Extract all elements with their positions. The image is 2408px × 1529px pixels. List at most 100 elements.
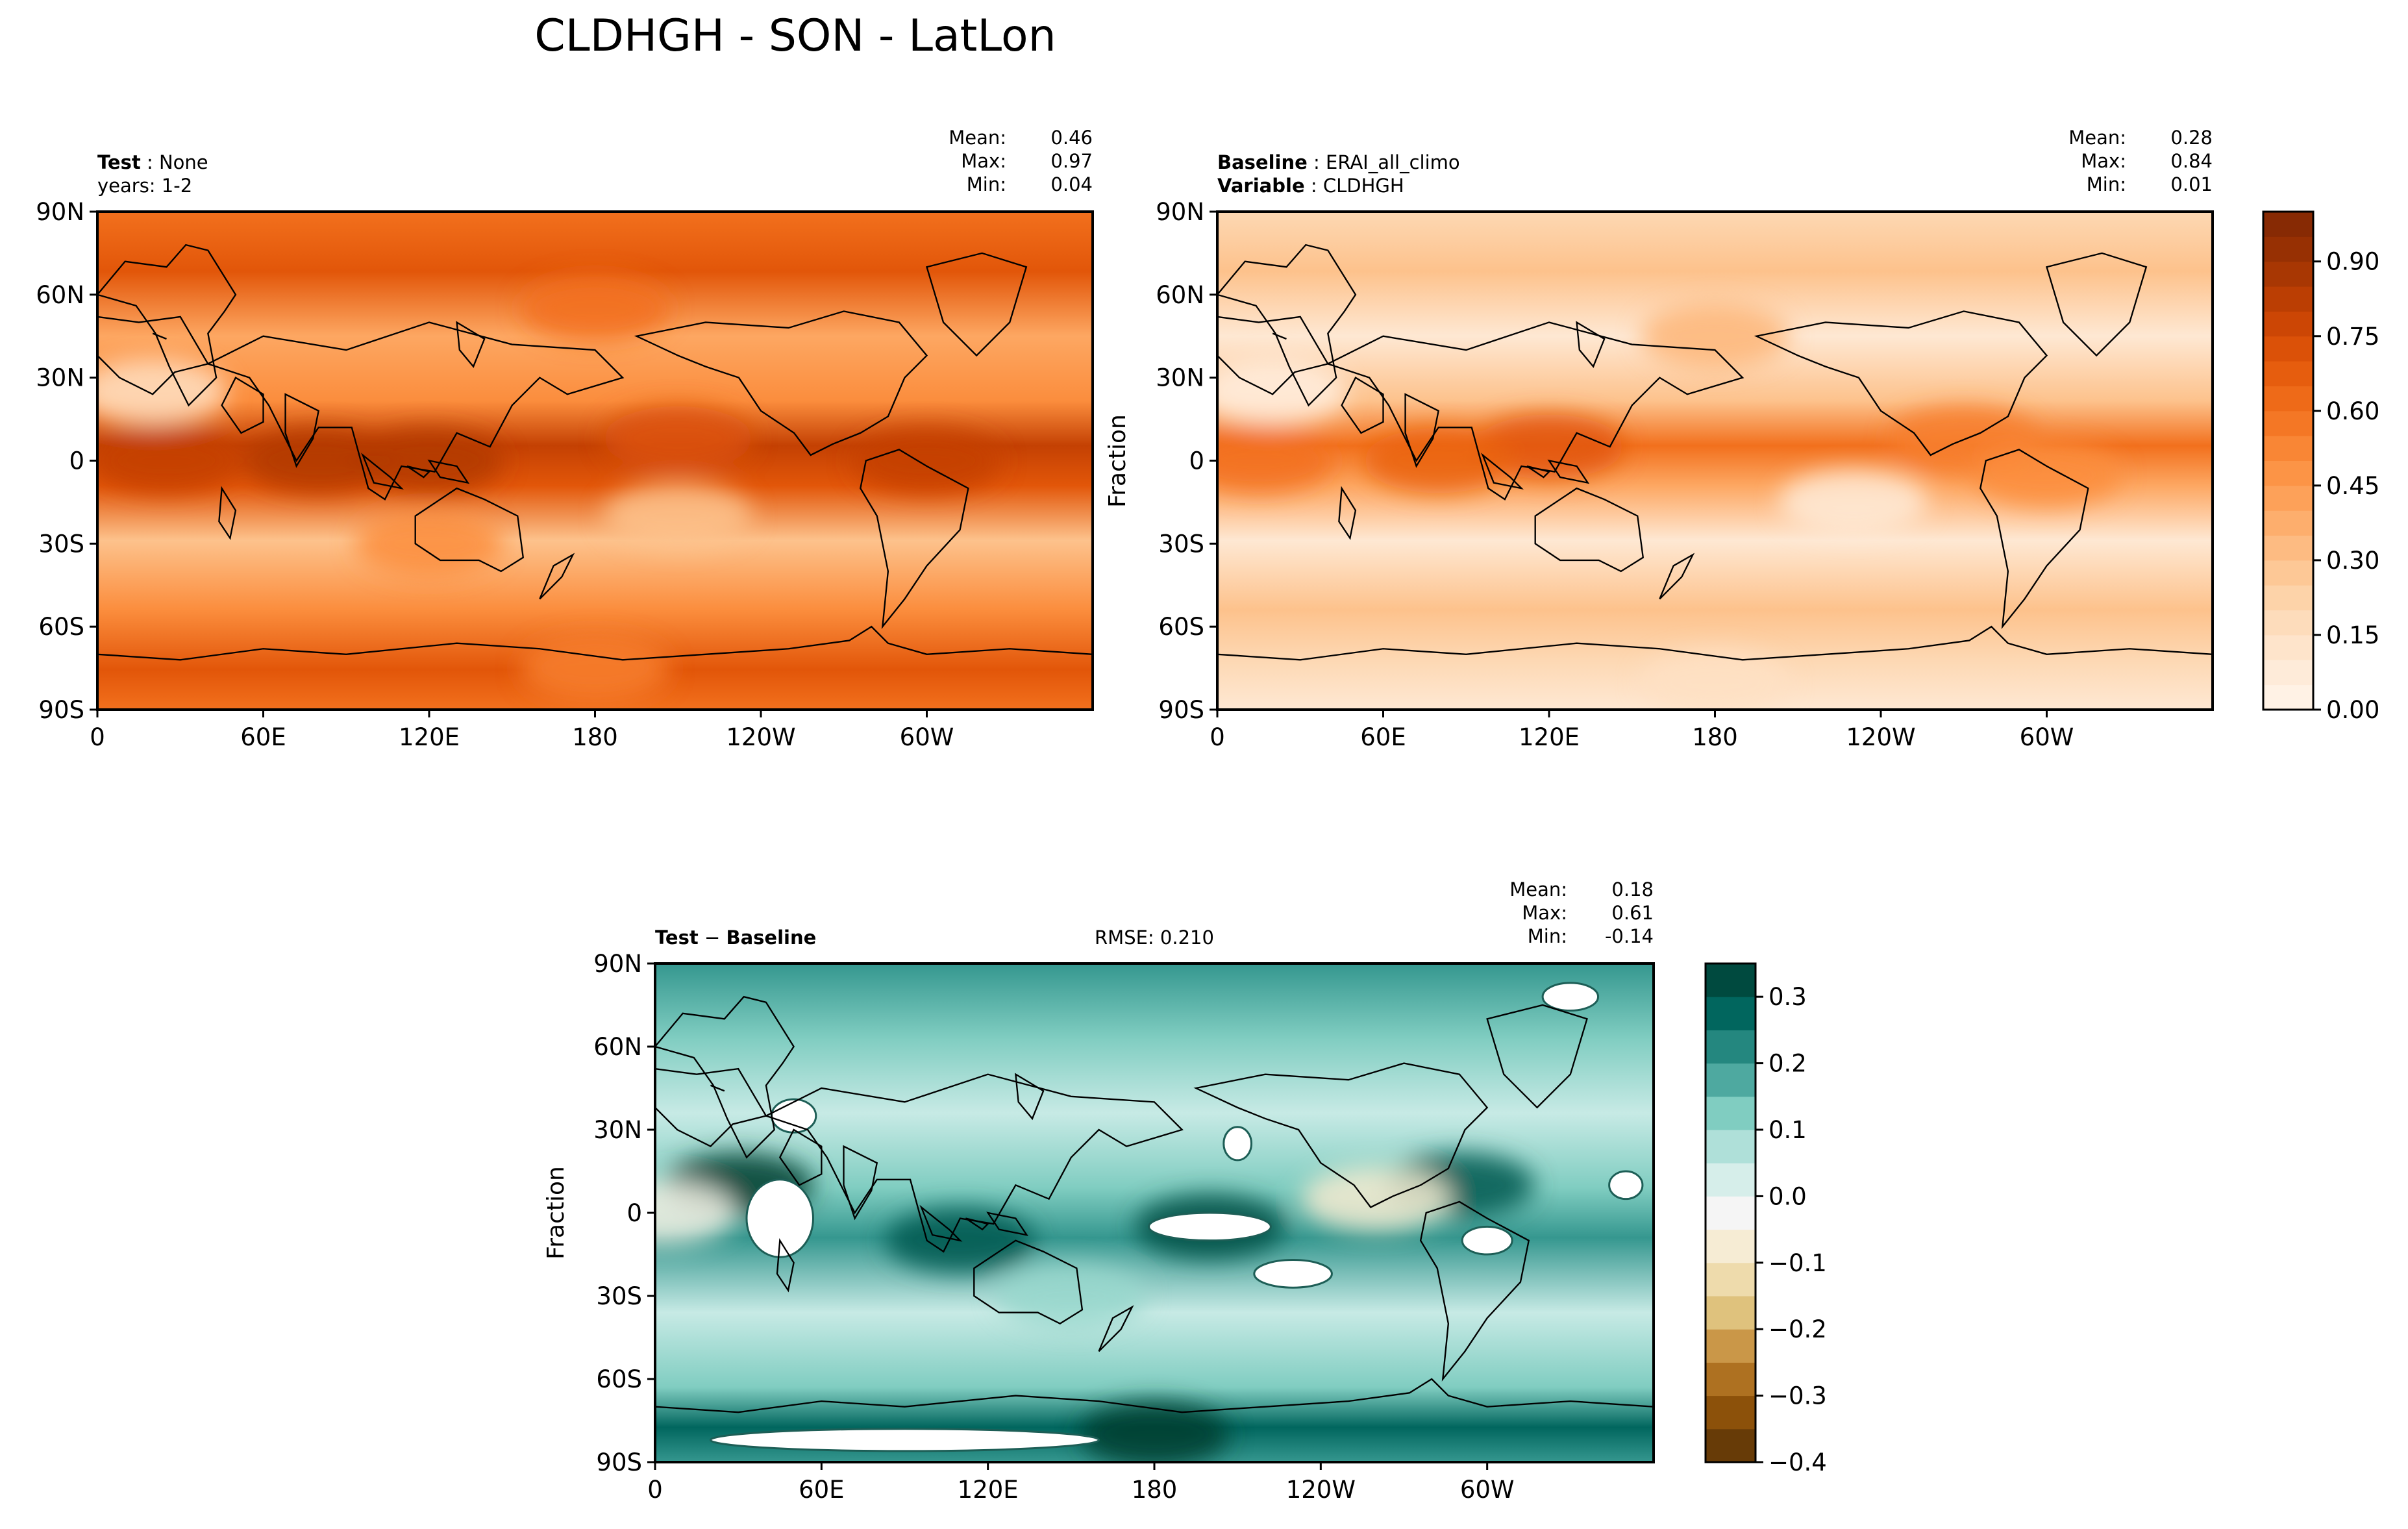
colorbar-level [2263,660,2313,686]
svg-text:0.28: 0.28 [2170,127,2213,149]
lon-tick-label: 0 [90,723,105,751]
test-stats: Mean: 0.46 Max: 0.97 Min: 0.04 [949,127,1093,195]
lat-tick-label: 60N [36,281,84,309]
lat-tick-label: 90S [1158,696,1204,724]
field-region [520,276,670,341]
colorbar-level [2263,336,2313,362]
colorbar-level [2263,610,2313,636]
lon-tick-label: 60W [2020,723,2074,751]
baseline-stats: Mean: 0.28 Max: 0.84 Min: 0.01 [2068,127,2213,195]
colorbar-tick-label: 0.00 [2326,696,2379,724]
field-region [520,636,670,701]
colorbar-tick-label: 0.3 [1769,983,1807,1011]
svg-text:Mean:: Mean: [949,127,1006,149]
colorbar-level [2263,261,2313,287]
colorbar-level [2263,212,2313,237]
svg-text:0.46: 0.46 [1050,127,1093,149]
svg-text:0.18: 0.18 [1611,878,1654,901]
lat-tick-label: 60S [38,613,84,641]
svg-text:0.61: 0.61 [1611,902,1654,924]
diff-saturated-region [770,1098,817,1134]
lat-tick-label: 30N [1156,364,1204,392]
field-region [1972,441,2122,507]
lon-tick-label: 60E [799,1476,844,1504]
diff-saturated-region [1223,1126,1253,1162]
lat-tick-label: 90N [593,950,642,978]
field-region [996,1263,1147,1328]
colorbar-level [1706,1229,1756,1263]
lat-tick-label: 30S [1158,530,1204,558]
diff-panel: Test − Baseline RMSE: 0.210 Mean: 0.18 Ma… [543,878,1655,1504]
field-region [603,406,753,471]
lon-tick-label: 60W [1460,1476,1515,1504]
diff-saturated-region [709,1428,1100,1452]
colorbar-level [1706,1296,1756,1330]
colorbar-tick-label: −0.3 [1769,1382,1827,1410]
colorbar-level [1706,1196,1756,1230]
baseline-ylabel: Fraction [1104,414,1131,508]
colorbar-level [1706,997,1756,1030]
field-region [655,1180,736,1245]
colorbar-tick-label: −0.2 [1769,1315,1827,1343]
colorbar-level [1706,1030,1756,1064]
lat-tick-label: 90S [38,696,84,724]
colorbar-level [2263,510,2313,536]
colorbar-tick-label: −0.1 [1769,1249,1827,1277]
colorbar-level [1706,1395,1756,1430]
figure-title: CLDHGH - SON - LatLon [534,10,1056,62]
colorbar-tick-label: 0.30 [2326,547,2379,575]
test-label: Test : None [97,151,208,173]
lat-tick-label: 60S [1158,613,1204,641]
colorbar-level [2263,535,2313,561]
svg-text:Min:: Min: [967,173,1006,195]
field-region [603,483,753,549]
diff-label: Test − Baseline [655,926,816,949]
field-region [97,359,228,424]
colorbar-level [2263,311,2313,337]
svg-text:0.97: 0.97 [1050,150,1093,172]
lon-tick-label: 120E [399,723,460,751]
field-region [1079,1402,1230,1462]
colorbar-level [2263,386,2313,412]
colorbar-level [1706,1329,1756,1363]
colorbar-level [2263,684,2313,710]
lon-tick-label: 120W [1846,723,1915,751]
colorbar-level [1706,963,1756,997]
colorbar-level [1706,1428,1756,1463]
svg-text:Mean:: Mean: [1509,878,1567,901]
colorbar-level [2263,560,2313,586]
colorbar-level [2263,485,2313,511]
diff-stats: Mean: 0.18 Max: 0.61 Min: -0.14 [1509,878,1654,947]
lon-tick-label: 180 [1132,1476,1178,1504]
lat-tick-label: 60N [1156,281,1204,309]
lat-tick-label: 90S [596,1448,642,1476]
colorbar-tick-label: 0.0 [1769,1182,1807,1210]
colorbar-level [2263,585,2313,611]
test-panel: Test : None years: 1-2 Mean: 0.46 Max: 0.9… [36,127,1094,751]
lon-tick-label: 120W [726,723,795,751]
colorbar-tick-label: 0.45 [2326,472,2379,500]
colorbar-level [1706,1262,1756,1297]
svg-text:Min:: Min: [2087,173,2126,195]
lat-tick-label: 0 [627,1199,642,1227]
diff-above-range-regions [709,982,1644,1452]
baseline-label: Baseline : ERAI_all_climo [1217,151,1460,173]
lat-tick-label: 60N [593,1033,642,1061]
colorbar-tick-label: 0.90 [2326,248,2379,276]
svg-text:Min:: Min: [1528,925,1567,947]
colorbar-frame [1704,962,1757,1463]
field-region [1640,649,1790,710]
colorbar-tick-label: 0.75 [2326,323,2379,351]
field-region [97,428,242,493]
lon-tick-label: 180 [572,723,618,751]
diff-saturated-region [1608,1170,1644,1200]
colorbar-level [1706,1362,1756,1397]
colorbar-level [2263,460,2313,486]
colorbar-level [2263,436,2313,461]
colorbar-frame [2262,210,2315,711]
svg-text:-0.14: -0.14 [1605,925,1654,947]
lon-tick-label: 0 [647,1476,663,1504]
colorbar-level [1706,1130,1756,1163]
diff-saturated-region [745,1178,815,1258]
lon-tick-label: 60W [900,723,954,751]
